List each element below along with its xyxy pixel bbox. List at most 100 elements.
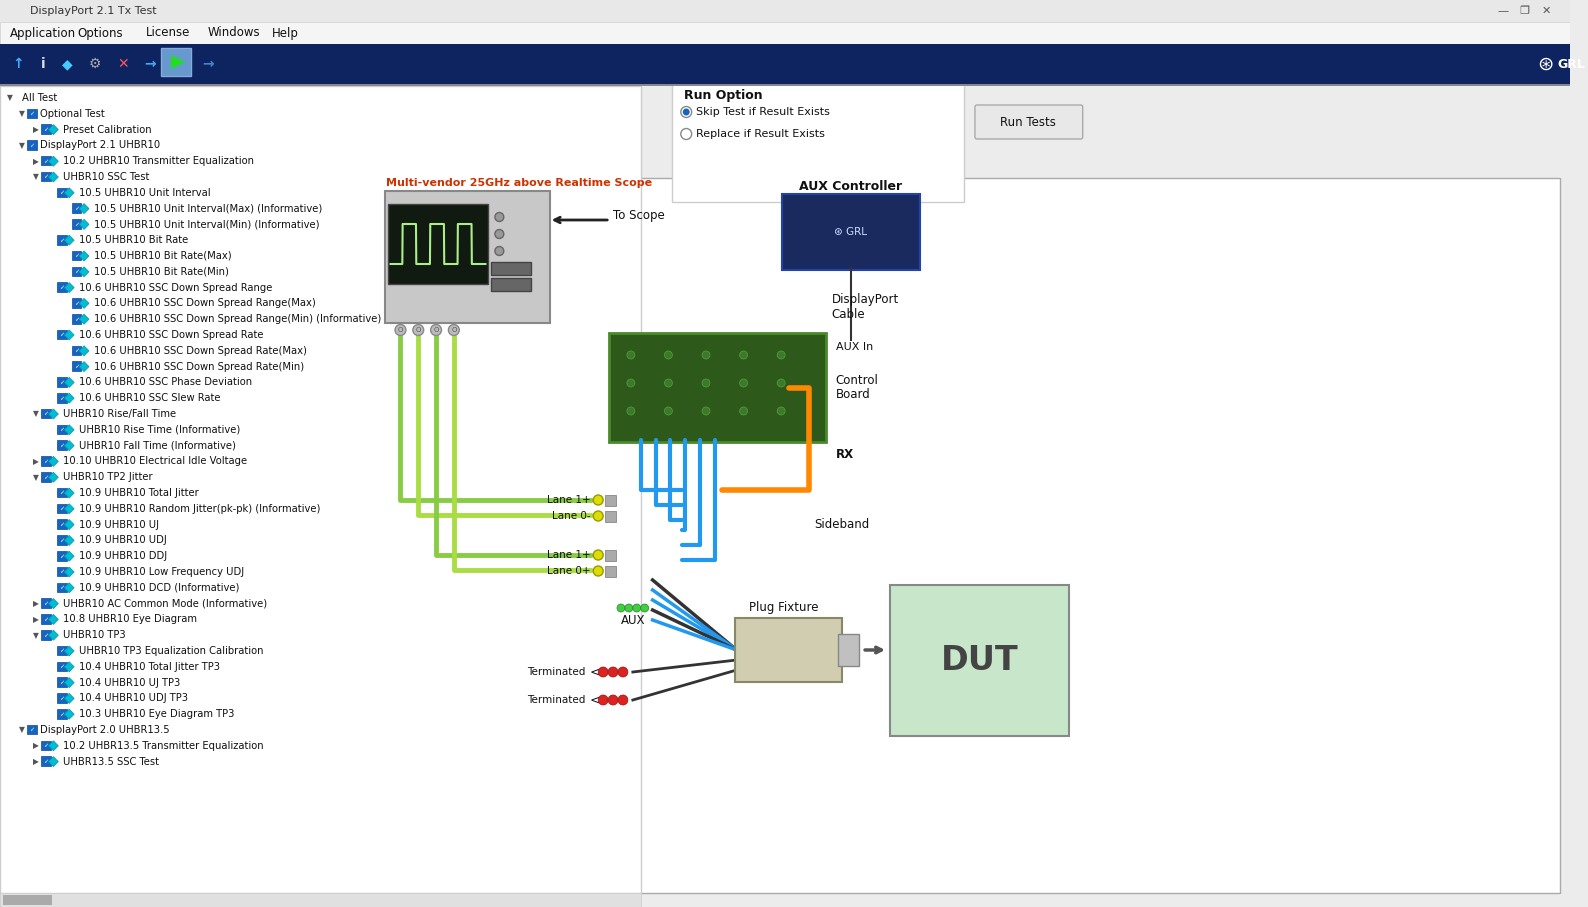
Text: All Test: All Test <box>22 93 57 103</box>
FancyBboxPatch shape <box>57 503 67 513</box>
FancyBboxPatch shape <box>71 267 81 276</box>
Text: <: < <box>589 666 600 678</box>
FancyBboxPatch shape <box>57 567 67 576</box>
Text: ▼: ▼ <box>6 93 13 102</box>
Text: ↑: ↑ <box>13 57 24 71</box>
Polygon shape <box>79 346 89 356</box>
Polygon shape <box>49 409 59 419</box>
Text: 10.5 UHBR10 Bit Rate: 10.5 UHBR10 Bit Rate <box>79 235 189 245</box>
Circle shape <box>618 695 627 705</box>
Text: ✓: ✓ <box>59 680 65 685</box>
Circle shape <box>618 604 626 612</box>
FancyBboxPatch shape <box>605 565 616 577</box>
FancyBboxPatch shape <box>57 646 67 655</box>
Circle shape <box>702 379 710 387</box>
Text: ✓: ✓ <box>75 253 79 258</box>
Text: 10.9 UHBR10 Low Frequency UDJ: 10.9 UHBR10 Low Frequency UDJ <box>79 567 245 577</box>
FancyBboxPatch shape <box>57 330 67 339</box>
Text: ▶: ▶ <box>33 741 38 750</box>
Text: ✓: ✓ <box>75 206 79 211</box>
Text: 10.6 UHBR10 SSC Down Spread Range: 10.6 UHBR10 SSC Down Spread Range <box>79 283 273 293</box>
FancyBboxPatch shape <box>384 191 549 323</box>
Text: ⊛ GRL: ⊛ GRL <box>834 227 867 237</box>
Text: License: License <box>146 26 191 40</box>
Text: Control
Board: Control Board <box>835 374 878 402</box>
FancyBboxPatch shape <box>0 86 640 893</box>
FancyBboxPatch shape <box>783 194 919 270</box>
Text: ✓: ✓ <box>75 222 79 227</box>
Text: ▼: ▼ <box>19 726 25 735</box>
Text: Terminated: Terminated <box>527 667 586 677</box>
Text: UHBR10 TP2 Jitter: UHBR10 TP2 Jitter <box>64 473 152 483</box>
Text: Replace if Result Exists: Replace if Result Exists <box>696 129 826 139</box>
Text: ✓: ✓ <box>43 601 49 606</box>
Text: Multi-vendor 25GHz above Realtime Scope: Multi-vendor 25GHz above Realtime Scope <box>386 178 651 188</box>
Circle shape <box>683 109 689 115</box>
Text: AUX: AUX <box>621 613 645 627</box>
Circle shape <box>618 667 627 677</box>
FancyBboxPatch shape <box>3 895 52 905</box>
Polygon shape <box>64 551 75 561</box>
Text: ✓: ✓ <box>59 538 65 543</box>
Circle shape <box>740 351 748 359</box>
Text: ✓: ✓ <box>59 238 65 243</box>
Text: O: O <box>451 327 456 333</box>
Text: Lane 0+: Lane 0+ <box>546 566 591 576</box>
FancyBboxPatch shape <box>160 48 191 76</box>
Text: 10.9 UHBR10 DCD (Informative): 10.9 UHBR10 DCD (Informative) <box>79 583 240 593</box>
Text: DUT: DUT <box>940 644 1018 677</box>
Circle shape <box>594 550 603 560</box>
FancyBboxPatch shape <box>57 582 67 592</box>
Circle shape <box>681 129 692 140</box>
Text: ▼: ▼ <box>19 141 25 150</box>
FancyBboxPatch shape <box>610 333 826 442</box>
Text: →: → <box>202 57 213 71</box>
Circle shape <box>640 604 648 612</box>
FancyBboxPatch shape <box>27 109 37 118</box>
FancyBboxPatch shape <box>605 550 616 561</box>
FancyBboxPatch shape <box>41 599 51 608</box>
Text: <: < <box>589 694 600 707</box>
Text: 10.5 UHBR10 Bit Rate(Max): 10.5 UHBR10 Bit Rate(Max) <box>94 251 232 261</box>
Text: 10.4 UHBR10 UDJ TP3: 10.4 UHBR10 UDJ TP3 <box>79 693 187 704</box>
Text: UHBR10 Rise/Fall Time: UHBR10 Rise/Fall Time <box>64 409 176 419</box>
Text: ✓: ✓ <box>75 301 79 306</box>
Text: ▼: ▼ <box>19 110 25 118</box>
FancyBboxPatch shape <box>57 535 67 545</box>
FancyBboxPatch shape <box>41 740 51 750</box>
Circle shape <box>413 325 424 336</box>
Text: ✓: ✓ <box>59 333 65 337</box>
Circle shape <box>681 106 692 118</box>
Polygon shape <box>64 503 75 513</box>
Text: 10.6 UHBR10 SSC Down Spread Rate(Max): 10.6 UHBR10 SSC Down Spread Rate(Max) <box>94 346 306 356</box>
Polygon shape <box>64 583 75 593</box>
FancyBboxPatch shape <box>41 409 51 418</box>
FancyBboxPatch shape <box>373 178 619 893</box>
Text: ▶: ▶ <box>33 615 38 624</box>
Text: 10.6 UHBR10 SSC Down Spread Range(Min) (Informative): 10.6 UHBR10 SSC Down Spread Range(Min) (… <box>94 314 381 324</box>
Polygon shape <box>49 599 59 609</box>
Text: ⚙: ⚙ <box>89 57 102 71</box>
Text: 10.8 UHBR10 Eye Diagram: 10.8 UHBR10 Eye Diagram <box>64 614 197 624</box>
Circle shape <box>395 325 407 336</box>
FancyBboxPatch shape <box>57 520 67 529</box>
Text: →: → <box>145 57 156 71</box>
Text: ✓: ✓ <box>30 727 35 733</box>
Text: 10.5 UHBR10 Unit Interval(Min) (Informative): 10.5 UHBR10 Unit Interval(Min) (Informat… <box>94 219 319 229</box>
FancyBboxPatch shape <box>57 424 67 434</box>
Circle shape <box>608 667 618 677</box>
Circle shape <box>627 379 635 387</box>
Circle shape <box>599 667 608 677</box>
FancyBboxPatch shape <box>0 0 1571 22</box>
Polygon shape <box>79 219 89 229</box>
Polygon shape <box>79 251 89 261</box>
Polygon shape <box>64 646 75 656</box>
Text: ✓: ✓ <box>59 380 65 385</box>
Polygon shape <box>49 456 59 466</box>
Text: DisplayPort
Cable: DisplayPort Cable <box>832 293 899 321</box>
FancyBboxPatch shape <box>27 725 37 735</box>
Text: 10.9 UHBR10 DDJ: 10.9 UHBR10 DDJ <box>79 551 167 561</box>
Text: 10.5 UHBR10 Unit Interval(Max) (Informative): 10.5 UHBR10 Unit Interval(Max) (Informat… <box>94 203 322 214</box>
Text: ✕: ✕ <box>1542 6 1551 16</box>
Text: ✓: ✓ <box>43 459 49 463</box>
